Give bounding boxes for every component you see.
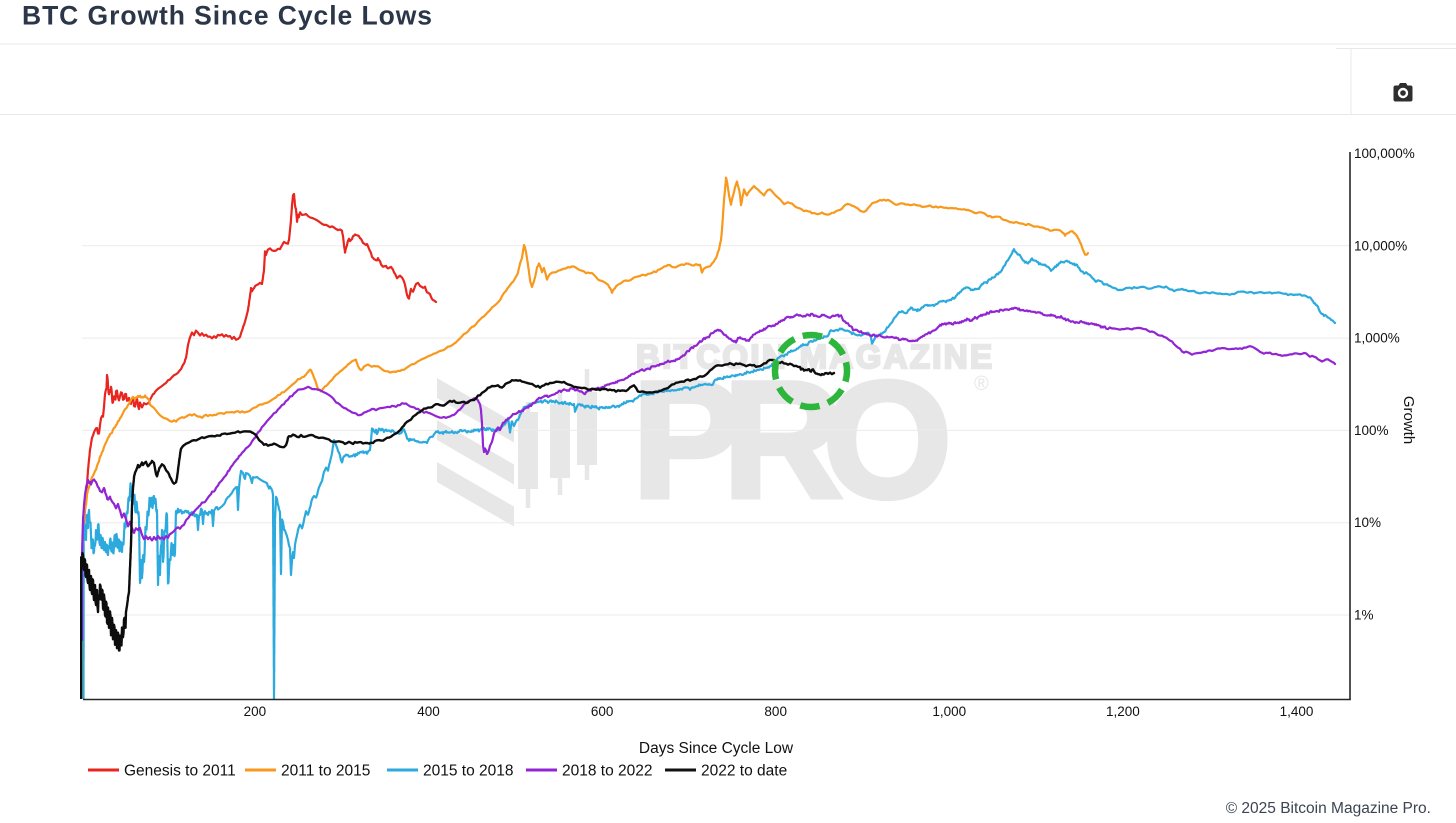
svg-text:100,000%: 100,000% (1354, 146, 1415, 161)
svg-text:2022 to date: 2022 to date (701, 763, 787, 780)
svg-text:600: 600 (591, 704, 614, 719)
svg-text:BTC Growth Since Cycle Lows: BTC Growth Since Cycle Lows (22, 1, 432, 31)
svg-text:PRO: PRO (632, 348, 952, 533)
svg-text:400: 400 (417, 704, 440, 719)
svg-text:1%: 1% (1354, 608, 1374, 623)
svg-text:Growth: Growth (1400, 396, 1417, 444)
svg-text:1,400: 1,400 (1280, 704, 1314, 719)
svg-text:© 2025 Bitcoin Magazine Pro.: © 2025 Bitcoin Magazine Pro. (1226, 800, 1431, 817)
svg-text:2011 to 2015: 2011 to 2015 (281, 763, 370, 780)
svg-text:10,000%: 10,000% (1354, 238, 1407, 253)
svg-text:2018 to 2022: 2018 to 2022 (562, 763, 653, 780)
svg-text:1,200: 1,200 (1106, 704, 1140, 719)
svg-text:2015 to 2018: 2015 to 2018 (423, 763, 514, 780)
svg-text:1,000%: 1,000% (1354, 331, 1400, 346)
svg-text:®: ® (974, 373, 989, 395)
svg-text:1,000: 1,000 (932, 704, 966, 719)
svg-text:800: 800 (764, 704, 787, 719)
svg-text:Days Since Cycle Low: Days Since Cycle Low (639, 740, 794, 757)
svg-text:200: 200 (244, 704, 267, 719)
svg-text:10%: 10% (1354, 515, 1381, 530)
svg-text:Genesis to 2011: Genesis to 2011 (124, 763, 236, 780)
svg-text:100%: 100% (1354, 423, 1389, 438)
